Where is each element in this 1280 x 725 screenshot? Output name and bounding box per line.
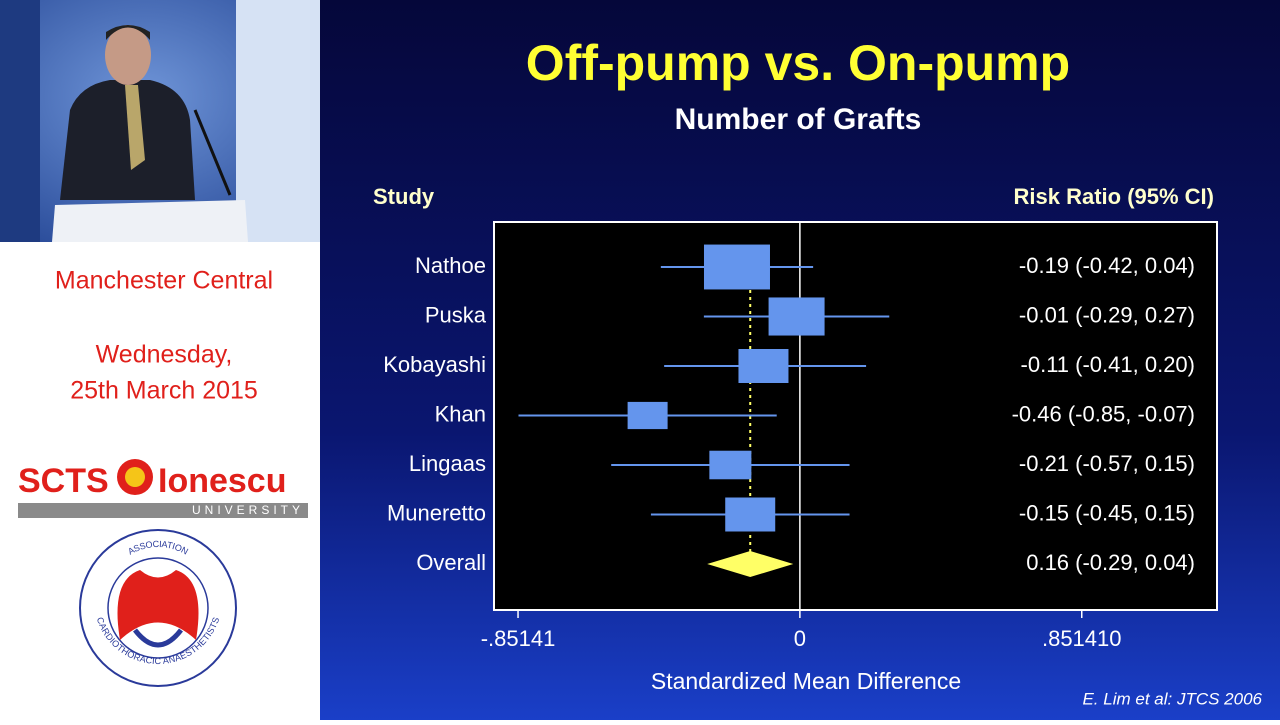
effect-box xyxy=(725,497,776,532)
day: Wednesday, xyxy=(96,341,233,369)
chart-title: Off-pump vs. On-pump xyxy=(526,35,1070,91)
x-tick-label: .851410 xyxy=(1042,626,1122,651)
effect-text: -0.01 (-0.29, 0.27) xyxy=(1019,302,1195,327)
x-axis-label: Standardized Mean Difference xyxy=(651,668,961,694)
effect-box xyxy=(738,349,789,383)
effect-header: Risk Ratio (95% CI) xyxy=(1014,184,1215,209)
x-tick-label: -.85141 xyxy=(481,626,556,651)
logo-sub: UNIVERSITY xyxy=(192,503,304,517)
overall-diamond xyxy=(707,551,794,577)
study-label: Kobayashi xyxy=(383,352,486,377)
study-label: Nathoe xyxy=(415,253,486,278)
speaker-video xyxy=(0,0,320,242)
source: E. Lim et al: JTCS 2006 xyxy=(1082,689,1262,708)
effect-text: -0.21 (-0.57, 0.15) xyxy=(1019,451,1195,476)
study-label: Muneretto xyxy=(387,500,486,525)
effect-text: -0.11 (-0.41, 0.20) xyxy=(1021,352,1195,377)
effect-box xyxy=(703,244,770,290)
study-label: Puska xyxy=(425,302,487,327)
badge-emblem xyxy=(117,570,199,640)
chart-subtitle: Number of Grafts xyxy=(675,103,922,136)
effect-box xyxy=(709,450,752,480)
x-tick-label: 0 xyxy=(794,626,806,651)
effect-text: -0.19 (-0.42, 0.04) xyxy=(1019,253,1195,278)
study-label: Khan xyxy=(435,401,486,426)
study-header: Study xyxy=(373,184,435,209)
study-label: Lingaas xyxy=(409,451,486,476)
study-label: Overall xyxy=(416,550,486,575)
date: 25th March 2015 xyxy=(70,377,258,405)
effect-text: -0.15 (-0.45, 0.15) xyxy=(1019,500,1195,525)
effect-box xyxy=(627,401,668,430)
effect-box xyxy=(768,297,825,336)
venue: Manchester Central xyxy=(55,267,273,295)
logo-left: SCTS xyxy=(18,462,109,500)
logo-right: Ionescu xyxy=(158,462,286,500)
logo-emblem-inner xyxy=(125,467,145,487)
effect-text: -0.46 (-0.85, -0.07) xyxy=(1012,401,1195,426)
effect-text: 0.16 (-0.29, 0.04) xyxy=(1026,550,1195,575)
badge-heart xyxy=(133,628,183,648)
sidebar: Manchester Central Wednesday, 25th March… xyxy=(0,242,320,720)
logo-bar xyxy=(18,503,308,518)
